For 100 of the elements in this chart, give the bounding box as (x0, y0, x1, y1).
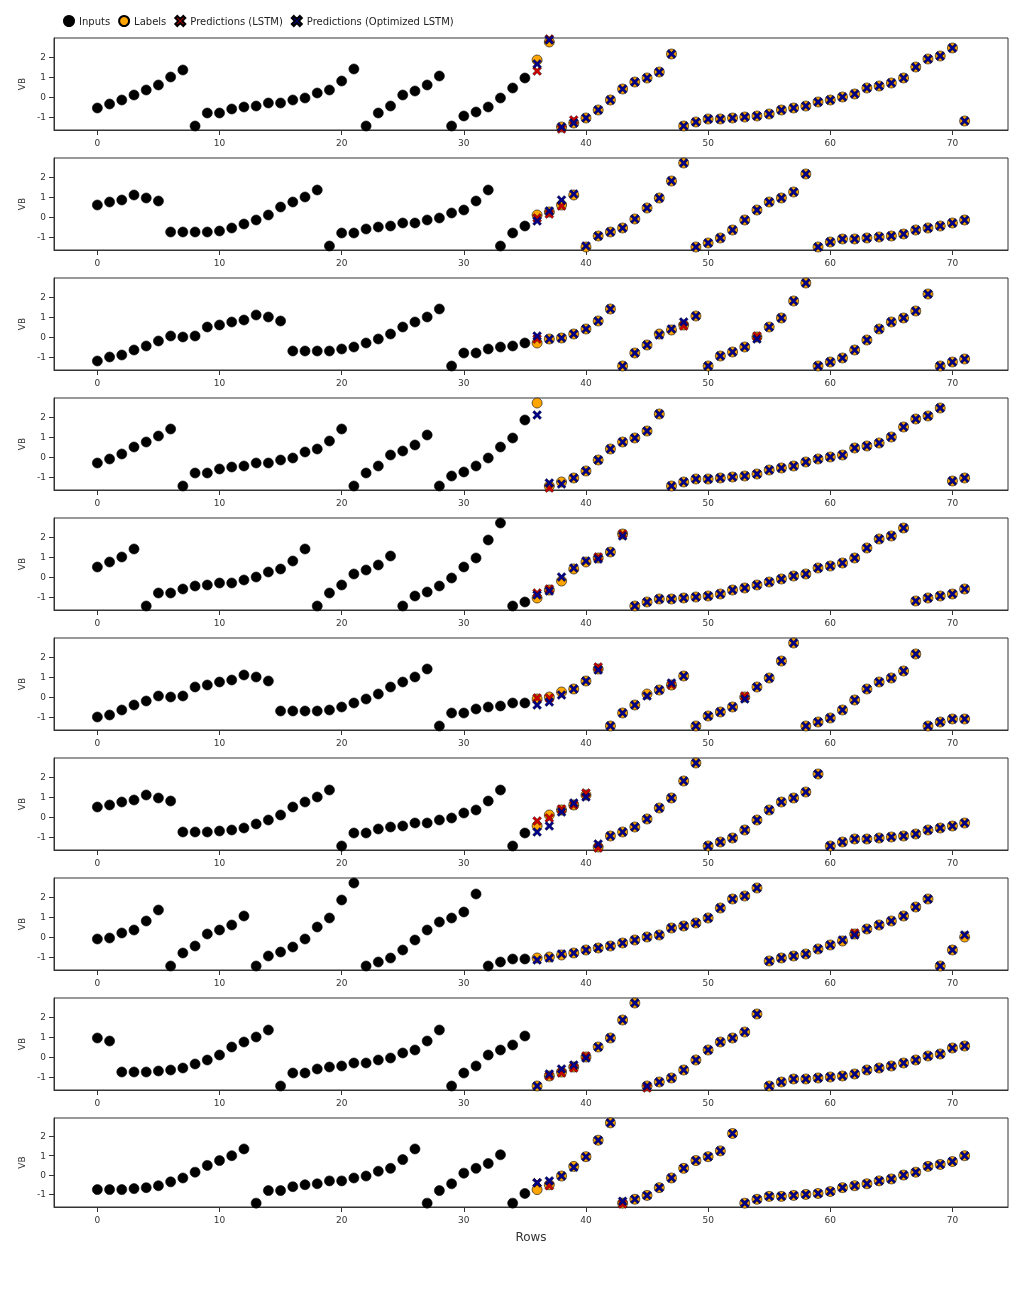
legend-label: Labels (134, 15, 167, 27)
x-tick-label: 30 (458, 617, 470, 628)
x-tick-label: 30 (458, 857, 470, 868)
x-tick-label: 30 (458, 377, 470, 388)
x-tick-label: 70 (946, 137, 959, 148)
y-tick-label: 2 (40, 292, 46, 302)
x-tick-label: 60 (824, 137, 837, 148)
x-tick-label: 0 (94, 617, 101, 628)
x-tick-label: 30 (458, 1214, 470, 1225)
x-tick-label: 10 (213, 377, 226, 388)
y-tick-label: 2 (40, 172, 46, 182)
y-tick-label: 0 (40, 812, 47, 822)
y-tick-label: 2 (40, 1131, 46, 1142)
x-tick-label: 50 (702, 257, 715, 268)
x-tick-label: 70 (946, 377, 959, 388)
x-tick-label: 50 (702, 1214, 715, 1225)
x-tick-label: 60 (824, 737, 837, 748)
y-axis-title: VB (16, 1037, 27, 1051)
y-tick-label: 1 (40, 912, 46, 922)
legend-label: Predictions (Optimized LSTM) (306, 15, 454, 27)
x-tick-label: 20 (335, 977, 348, 988)
y-tick-label: 0 (40, 92, 47, 102)
x-tick-label: 70 (946, 977, 959, 988)
y-tick-label: -1 (37, 232, 46, 242)
y-axis-title: VB (16, 1156, 27, 1169)
y-tick-label: -1 (37, 472, 46, 482)
x-tick-label: 10 (213, 977, 226, 988)
x-tick-label: 20 (335, 737, 348, 748)
x-tick-label: 50 (702, 497, 715, 508)
y-tick-label: 0 (40, 1170, 47, 1181)
x-axis-title: Rows (515, 1230, 547, 1244)
x-tick-label: 20 (335, 257, 348, 268)
x-tick-label: 40 (580, 137, 592, 148)
x-tick-label: 50 (702, 977, 715, 988)
x-tick-label: 40 (580, 617, 592, 628)
x-tick-label: 10 (213, 1097, 226, 1108)
y-axis-title: VB (16, 197, 27, 211)
x-tick-label: 20 (335, 497, 348, 508)
x-tick-label: 0 (94, 1097, 101, 1108)
y-axis-title: VB (16, 77, 27, 91)
x-tick-label: 40 (580, 1214, 592, 1225)
y-tick-label: 2 (40, 892, 46, 902)
x-tick-label: 50 (702, 377, 715, 388)
x-tick-label: 70 (946, 497, 959, 508)
x-tick-label: 50 (702, 857, 715, 868)
y-tick-label: 1 (40, 1032, 46, 1042)
x-tick-label: 10 (213, 1214, 226, 1225)
x-tick-label: 10 (213, 257, 226, 268)
y-tick-label: 0 (40, 1052, 47, 1062)
x-tick-label: 40 (580, 377, 592, 388)
x-tick-label: 0 (94, 857, 101, 868)
y-tick-label: 2 (40, 52, 46, 62)
x-tick-label: 20 (335, 137, 348, 148)
x-tick-label: 30 (458, 1097, 470, 1108)
y-axis-title: VB (16, 677, 27, 691)
x-tick-label: 70 (946, 737, 959, 748)
x-tick-label: 0 (94, 737, 101, 748)
x-tick-label: 60 (824, 617, 837, 628)
x-tick-label: 50 (702, 137, 715, 148)
y-tick-label: 0 (40, 212, 47, 222)
y-tick-label: 1 (40, 192, 46, 202)
x-tick-label: 60 (824, 1214, 837, 1225)
x-tick-label: 20 (335, 377, 348, 388)
y-tick-label: -1 (37, 712, 46, 722)
y-tick-label: 1 (40, 72, 46, 82)
x-tick-label: 10 (213, 857, 226, 868)
x-tick-label: 60 (824, 1097, 837, 1108)
y-tick-label: 1 (40, 672, 46, 682)
y-tick-label: -1 (37, 1189, 46, 1200)
x-tick-label: 10 (213, 617, 226, 628)
y-tick-label: 1 (40, 432, 46, 442)
y-tick-label: -1 (37, 112, 46, 122)
x-tick-label: 60 (824, 857, 837, 868)
y-tick-label: -1 (37, 952, 46, 962)
y-tick-label: 1 (40, 792, 46, 802)
x-tick-label: 20 (335, 1097, 348, 1108)
x-tick-label: 40 (580, 1097, 592, 1108)
y-axis-title: VB (16, 437, 27, 451)
legend-label: Predictions (LSTM) (190, 15, 283, 27)
x-tick-label: 70 (946, 1214, 959, 1225)
y-tick-label: -1 (37, 1072, 46, 1082)
x-tick-label: 0 (94, 977, 101, 988)
x-tick-label: 20 (335, 1214, 348, 1225)
x-tick-label: 60 (824, 497, 837, 508)
x-tick-label: 30 (458, 497, 470, 508)
y-axis-title: VB (16, 557, 27, 571)
y-axis-title: VB (16, 917, 27, 931)
y-tick-label: -1 (37, 352, 46, 362)
x-tick-label: 60 (824, 977, 837, 988)
x-tick-label: 60 (824, 377, 837, 388)
y-tick-label: 2 (40, 652, 46, 662)
x-tick-label: 0 (94, 137, 101, 148)
x-tick-label: 70 (946, 257, 959, 268)
y-tick-label: 1 (40, 1150, 46, 1161)
y-tick-label: 0 (40, 692, 47, 702)
y-tick-label: 2 (40, 772, 46, 782)
x-tick-label: 70 (946, 857, 959, 868)
x-tick-label: 30 (458, 257, 470, 268)
x-tick-label: 40 (580, 737, 592, 748)
y-tick-label: 2 (40, 412, 46, 422)
